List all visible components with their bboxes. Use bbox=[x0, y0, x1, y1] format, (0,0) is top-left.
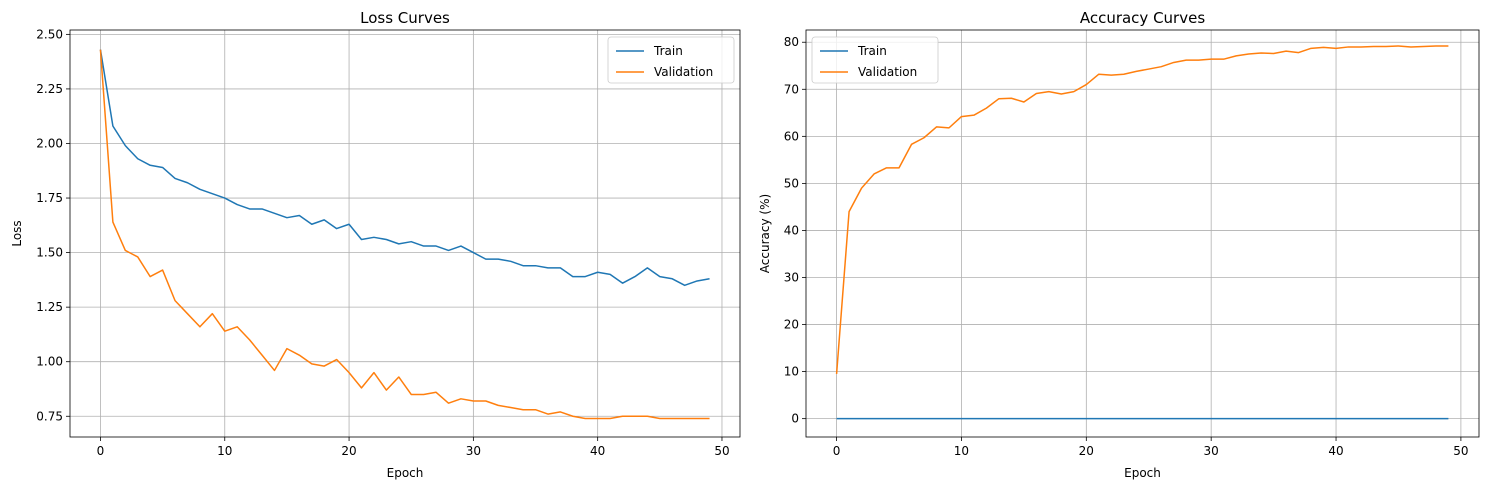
x-tick-label: 10 bbox=[217, 444, 232, 458]
x-tick-label: 50 bbox=[714, 444, 729, 458]
x-axis-label: Epoch bbox=[1124, 466, 1161, 480]
series-line-train bbox=[99, 49, 710, 287]
y-axis-label: Loss bbox=[10, 220, 24, 246]
legend: Train Validation bbox=[811, 36, 939, 84]
y-tick-label: 20 bbox=[784, 318, 799, 332]
x-tick-label: 40 bbox=[1328, 444, 1343, 458]
y-tick-label: 1.25 bbox=[36, 300, 63, 314]
y-tick-label: 30 bbox=[784, 270, 799, 284]
legend: Train Validation bbox=[607, 36, 735, 84]
x-tick-label: 50 bbox=[1453, 444, 1468, 458]
plot-frame bbox=[805, 29, 1480, 438]
y-tick-label: 1.50 bbox=[36, 246, 63, 260]
loss-chart: Loss Curves Epoch Loss 0 10 20 30 40 50 0.75 1.… bbox=[10, 9, 741, 480]
y-tick-label: 40 bbox=[784, 223, 799, 237]
y-tick-label: 2.50 bbox=[36, 27, 63, 41]
x-tick-label: 10 bbox=[954, 444, 969, 458]
y-tick-label: 2.00 bbox=[36, 136, 63, 150]
x-axis-label: Epoch bbox=[387, 466, 424, 480]
y-tick-label: 0 bbox=[791, 412, 799, 426]
x-tick-label: 20 bbox=[1079, 444, 1094, 458]
x-tick-label: 0 bbox=[97, 444, 105, 458]
legend-label: Train bbox=[653, 44, 683, 58]
y-axis-label: Accuracy (%) bbox=[758, 194, 772, 273]
y-tick-label: 1.00 bbox=[36, 355, 63, 369]
y-tick-label: 70 bbox=[784, 82, 799, 96]
y-tick-label: 2.25 bbox=[36, 82, 63, 96]
x-tick-label: 30 bbox=[1204, 444, 1219, 458]
chart-title: Loss Curves bbox=[360, 9, 450, 27]
y-tick-label: 0.75 bbox=[36, 409, 63, 423]
legend-label: Train bbox=[857, 44, 887, 58]
legend-label: Validation bbox=[654, 65, 713, 79]
chart-title: Accuracy Curves bbox=[1080, 9, 1206, 27]
accuracy-chart: Accuracy Curves Epoch Accuracy (%) 0 10 20… bbox=[758, 9, 1480, 480]
x-tick-label: 0 bbox=[833, 444, 841, 458]
y-tick-label: 60 bbox=[784, 129, 799, 143]
series-line-validation bbox=[99, 49, 710, 420]
y-tick-label: 10 bbox=[784, 365, 799, 379]
y-tick-label: 50 bbox=[784, 176, 799, 190]
x-tick-label: 30 bbox=[466, 444, 481, 458]
x-tick-label: 40 bbox=[590, 444, 605, 458]
x-tick-label: 20 bbox=[341, 444, 356, 458]
legend-label: Validation bbox=[858, 65, 917, 79]
y-tick-label: 80 bbox=[784, 35, 799, 49]
series-line-validation bbox=[835, 45, 1449, 375]
y-tick-label: 1.75 bbox=[36, 191, 63, 205]
plot-frame bbox=[69, 29, 741, 438]
